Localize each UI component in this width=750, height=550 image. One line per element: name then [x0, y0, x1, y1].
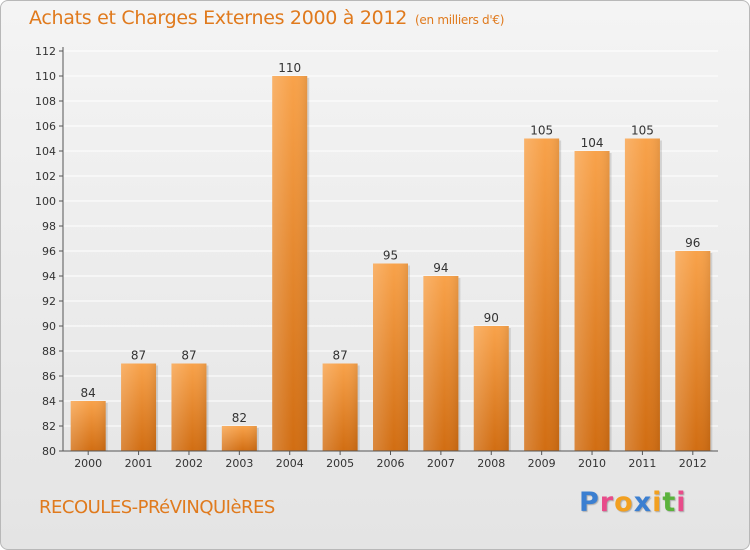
axes: 80 82 84 86 88 90 92 94 96 98 100 102 104 106 108 110 11…	[35, 45, 718, 470]
data-label: 105	[631, 124, 654, 138]
bar-highlight	[171, 363, 207, 451]
y-tick-label: 90	[42, 320, 56, 333]
x-tick-label: 2008	[477, 457, 505, 470]
bar-highlight	[423, 276, 459, 451]
x-tick-label: 2007	[427, 457, 455, 470]
bar-highlight	[221, 426, 257, 451]
data-label: 104	[581, 136, 604, 150]
x-tick-label: 2002	[175, 457, 203, 470]
data-label: 82	[232, 411, 247, 425]
y-tick-label: 112	[35, 45, 56, 58]
data-label: 90	[484, 311, 499, 325]
logo-letter: t	[662, 487, 677, 518]
bar-highlight	[272, 76, 308, 451]
y-tick-label: 82	[42, 420, 56, 433]
y-tick-label: 84	[42, 395, 56, 408]
x-tick-label: 2006	[377, 457, 405, 470]
y-tick-label: 92	[42, 295, 56, 308]
proxiti-logo: Proxiti	[579, 487, 687, 518]
chart-title: Achats et Charges Externes 2000 à 2012 (e…	[29, 7, 504, 29]
y-tick-label: 110	[35, 70, 56, 83]
y-tick-label: 96	[42, 245, 56, 258]
y-tick-label: 80	[42, 445, 56, 458]
x-tick-label: 2005	[326, 457, 354, 470]
bar-highlight	[121, 363, 157, 451]
y-tick-label: 102	[35, 170, 56, 183]
chart-title-text: Achats et Charges Externes 2000 à 2012	[29, 7, 408, 29]
x-tick-label: 2003	[225, 457, 253, 470]
logo-letter: i	[676, 487, 687, 518]
data-label: 94	[433, 261, 448, 275]
logo-letter: i	[652, 487, 663, 518]
data-label: 87	[131, 349, 146, 363]
data-label: 84	[81, 386, 96, 400]
x-tick-label: 2000	[74, 457, 102, 470]
bar-highlight	[70, 401, 106, 451]
logo-letter: o	[614, 487, 634, 518]
bar-highlight	[373, 263, 408, 451]
bar-highlight	[574, 151, 610, 451]
x-tick-label: 2001	[125, 457, 153, 470]
x-tick-label: 2012	[679, 457, 707, 470]
logo-letter: x	[633, 487, 653, 518]
y-tick-label: 94	[42, 270, 56, 283]
data-label: 95	[383, 249, 398, 263]
y-tick-label: 98	[42, 220, 56, 233]
y-tick-label: 108	[35, 95, 56, 108]
bar-highlight	[675, 251, 711, 451]
data-label: 87	[181, 349, 196, 363]
x-tick-label: 2011	[628, 457, 656, 470]
x-tick-label: 2004	[276, 457, 304, 470]
bar-highlight	[473, 326, 509, 451]
data-label: 105	[530, 124, 553, 138]
bar-highlight	[624, 138, 660, 451]
y-tick-label: 88	[42, 345, 56, 358]
x-tick-label: 2010	[578, 457, 606, 470]
logo-letter: P	[579, 487, 600, 518]
data-label: 96	[685, 236, 700, 250]
data-label: 87	[332, 349, 347, 363]
y-tick-label: 106	[35, 120, 56, 133]
commune-name: RECOULES-PRéVINQUIèRES	[39, 497, 275, 518]
chart-unit-label: (en milliers d'€)	[415, 13, 505, 27]
logo-letter: r	[599, 487, 615, 518]
x-tick-label: 2009	[528, 457, 556, 470]
y-tick-label: 86	[42, 370, 56, 383]
y-tick-label: 104	[35, 145, 56, 158]
bars: 84 87 87 82 110 87 95 94 90 105 104 105 96	[70, 61, 713, 451]
bar-highlight	[322, 363, 358, 451]
bar-highlight	[524, 138, 560, 451]
y-tick-label: 100	[35, 195, 56, 208]
data-label: 110	[278, 61, 301, 75]
